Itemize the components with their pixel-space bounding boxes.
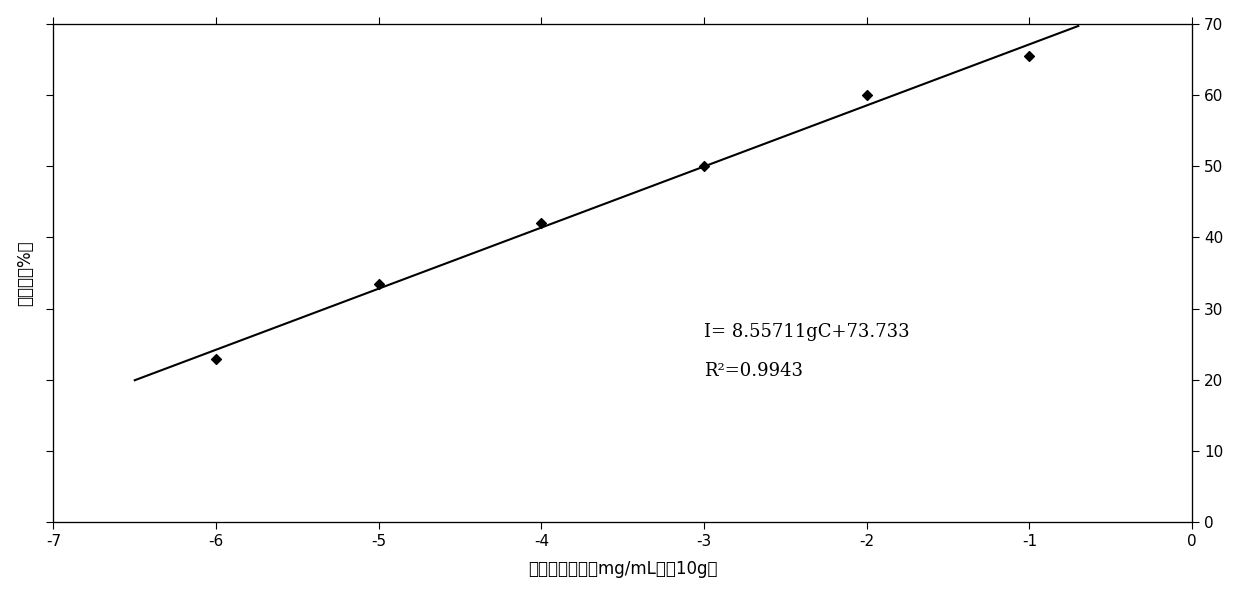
- Point: [694, 161, 714, 171]
- Text: I= 8.55711gC+73.733: I= 8.55711gC+73.733: [704, 323, 910, 341]
- Point: [532, 218, 552, 228]
- Point: [368, 279, 388, 289]
- Y-axis label: 抑制率（%）: 抑制率（%）: [16, 240, 35, 306]
- Text: R²=0.9943: R²=0.9943: [704, 362, 804, 380]
- Point: [1019, 51, 1039, 61]
- Point: [206, 354, 226, 364]
- X-axis label: 齐帕特罗浓度（mg/mL）的10g値: 齐帕特罗浓度（mg/mL）的10g値: [528, 560, 718, 578]
- Point: [857, 90, 877, 99]
